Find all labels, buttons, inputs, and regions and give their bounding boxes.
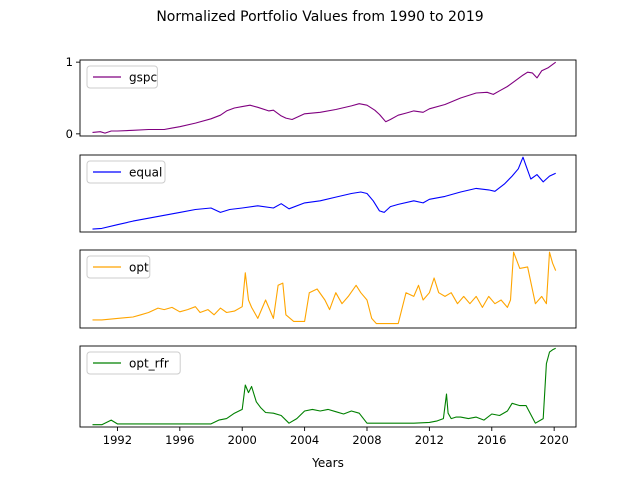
series-line-opt — [92, 251, 557, 325]
x-tick-label: 2008 — [352, 433, 381, 447]
x-tick-label: 2020 — [540, 433, 569, 447]
axes-frame-equal — [79, 154, 577, 233]
series-line-gspc — [92, 61, 557, 134]
legend-box — [86, 65, 158, 89]
y-tick-label: 0 — [66, 127, 73, 141]
axes-frame-opt_rfr — [79, 345, 577, 428]
legend-label: equal — [129, 166, 162, 180]
x-tick-label: 2016 — [477, 433, 506, 447]
legend-label: opt_rfr — [129, 357, 169, 371]
legend-box — [86, 160, 166, 184]
legend-gspc: gspc — [86, 65, 158, 89]
legend-opt_rfr: opt_rfr — [86, 351, 181, 375]
x-tick-label: 2012 — [415, 433, 444, 447]
subplot-equal: equal — [79, 154, 577, 233]
x-tick-label: 1992 — [103, 433, 132, 447]
x-axis-label: Years — [311, 456, 344, 470]
axes-frame-gspc — [79, 59, 577, 137]
y-tick-label: 1 — [66, 55, 73, 69]
axes-frame-opt — [79, 249, 577, 329]
subplot-gspc: 0 1 gspc — [66, 55, 577, 141]
chart-title: Normalized Portfolio Values from 1990 to… — [156, 9, 483, 25]
legend-equal: equal — [86, 160, 166, 184]
legend-label: gspc — [129, 71, 157, 85]
series-line-opt_rfr — [92, 347, 556, 426]
subplot-stack: 0 1 gspc equal opt opt_rfr — [66, 55, 577, 428]
x-tick-label: 2000 — [228, 433, 257, 447]
subplot-opt: opt — [79, 249, 577, 329]
legend-opt: opt — [86, 255, 151, 279]
subplot-opt_rfr: opt_rfr — [79, 345, 577, 428]
legend-label: opt — [129, 261, 149, 275]
x-tick-label: 2004 — [290, 433, 319, 447]
x-axis: 1992 1996 2000 2004 2008 2012 2016 2020 — [103, 427, 569, 447]
series-line-equal — [92, 156, 556, 230]
legend-box — [86, 351, 181, 375]
x-tick-label: 1996 — [165, 433, 194, 447]
